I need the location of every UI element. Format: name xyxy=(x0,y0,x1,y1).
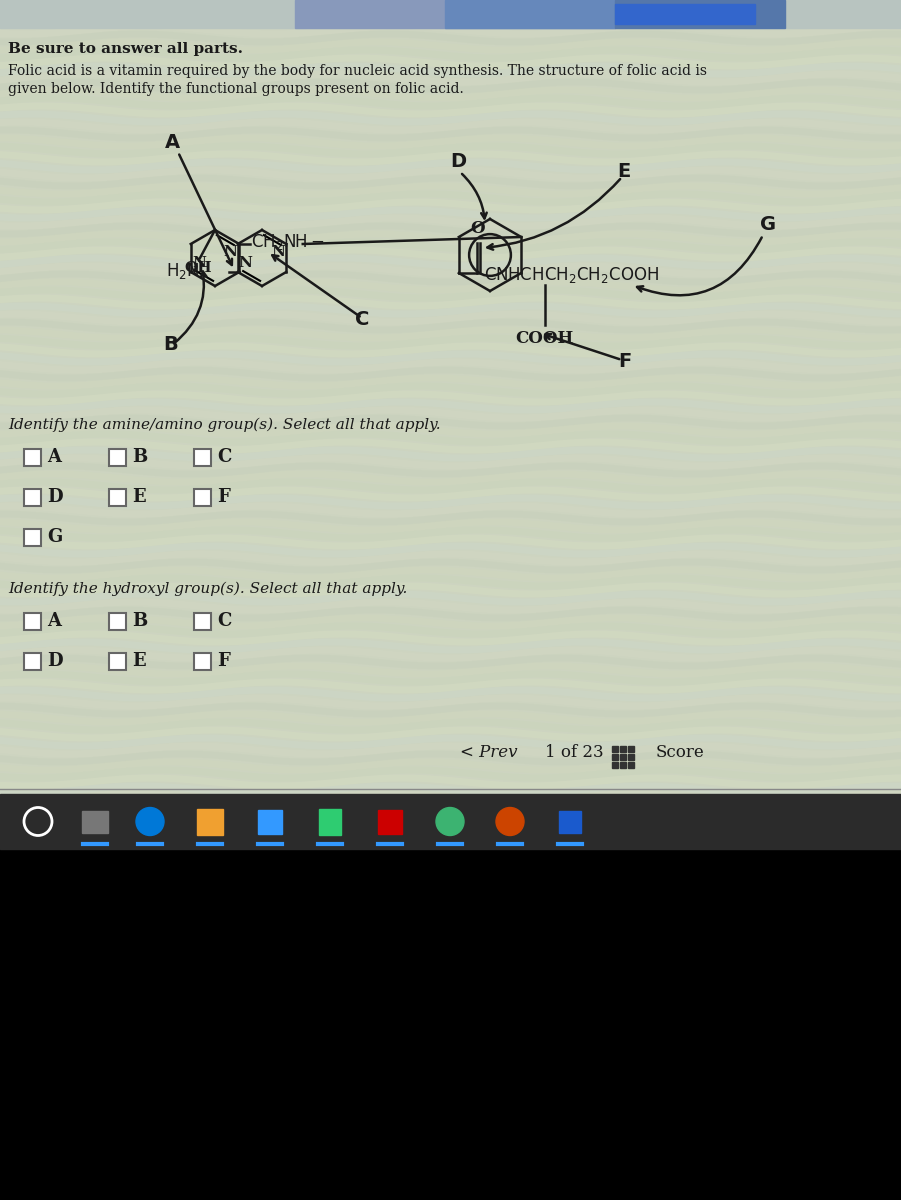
Text: C: C xyxy=(217,612,232,630)
Bar xyxy=(620,754,626,760)
Text: Folic acid is a vitamin required by the body for nucleic acid synthesis. The str: Folic acid is a vitamin required by the … xyxy=(8,64,707,78)
Text: given below. Identify the functional groups present on folic acid.: given below. Identify the functional gro… xyxy=(8,82,464,96)
Text: B: B xyxy=(163,335,177,354)
Text: Identify the hydroxyl group(s). Select all that apply.: Identify the hydroxyl group(s). Select a… xyxy=(8,582,407,596)
Text: A: A xyxy=(165,133,180,152)
Text: B: B xyxy=(132,449,147,467)
Text: COOH: COOH xyxy=(515,330,574,347)
Bar xyxy=(559,810,581,833)
Bar xyxy=(620,762,626,768)
Text: < Prev: < Prev xyxy=(460,744,517,761)
Text: N: N xyxy=(271,245,286,259)
FancyBboxPatch shape xyxy=(24,449,41,466)
Text: O: O xyxy=(470,220,485,236)
Bar xyxy=(628,754,634,760)
Text: A: A xyxy=(47,612,61,630)
Text: OH: OH xyxy=(184,260,212,275)
Text: E: E xyxy=(617,162,631,181)
Text: Be sure to answer all parts.: Be sure to answer all parts. xyxy=(8,42,243,56)
Bar xyxy=(620,746,626,752)
Text: D: D xyxy=(47,488,63,506)
Text: C: C xyxy=(355,310,369,329)
Text: F: F xyxy=(217,653,230,671)
Bar xyxy=(82,810,108,833)
Text: Identify the amine/amino group(s). Select all that apply.: Identify the amine/amino group(s). Selec… xyxy=(8,418,441,432)
Text: F: F xyxy=(217,488,230,506)
FancyBboxPatch shape xyxy=(194,490,211,506)
FancyBboxPatch shape xyxy=(194,449,211,466)
Bar xyxy=(295,0,615,28)
Text: $\mathsf{H_2N}$: $\mathsf{H_2N}$ xyxy=(166,260,199,281)
Text: C: C xyxy=(217,449,232,467)
Bar xyxy=(628,746,634,752)
Bar xyxy=(258,810,282,834)
Text: N: N xyxy=(223,245,237,259)
FancyBboxPatch shape xyxy=(109,653,126,670)
Text: 1 of 23: 1 of 23 xyxy=(545,744,604,761)
Bar xyxy=(628,762,634,768)
Text: $\mathsf{CNHCHCH_2CH_2COOH}$: $\mathsf{CNHCHCH_2CH_2COOH}$ xyxy=(484,265,659,284)
Text: B: B xyxy=(132,612,147,630)
Bar xyxy=(0,794,901,850)
Text: Score: Score xyxy=(656,744,705,761)
Circle shape xyxy=(136,808,164,835)
FancyBboxPatch shape xyxy=(194,653,211,670)
Bar xyxy=(197,809,223,834)
Text: F: F xyxy=(618,352,632,371)
Text: D: D xyxy=(47,653,63,671)
Bar xyxy=(612,746,618,752)
FancyBboxPatch shape xyxy=(109,613,126,630)
Bar xyxy=(615,4,755,24)
Bar xyxy=(319,809,341,834)
Text: $\mathsf{CH_2NH-}$: $\mathsf{CH_2NH-}$ xyxy=(250,232,324,252)
Bar xyxy=(615,0,785,28)
Bar xyxy=(378,810,402,834)
Text: N: N xyxy=(193,256,206,270)
Bar xyxy=(445,0,615,28)
FancyBboxPatch shape xyxy=(194,613,211,630)
Text: N: N xyxy=(239,256,252,270)
Circle shape xyxy=(436,808,464,835)
Circle shape xyxy=(496,808,524,835)
Text: E: E xyxy=(132,488,146,506)
Bar xyxy=(0,850,901,1200)
Bar xyxy=(0,0,901,28)
FancyBboxPatch shape xyxy=(109,490,126,506)
Text: G: G xyxy=(47,528,62,546)
FancyBboxPatch shape xyxy=(109,449,126,466)
Text: A: A xyxy=(47,449,61,467)
FancyBboxPatch shape xyxy=(24,653,41,670)
Text: E: E xyxy=(132,653,146,671)
Bar xyxy=(612,762,618,768)
FancyBboxPatch shape xyxy=(24,613,41,630)
Bar xyxy=(612,754,618,760)
Text: G: G xyxy=(760,215,776,234)
FancyBboxPatch shape xyxy=(24,529,41,546)
Text: D: D xyxy=(450,152,466,170)
FancyBboxPatch shape xyxy=(24,490,41,506)
